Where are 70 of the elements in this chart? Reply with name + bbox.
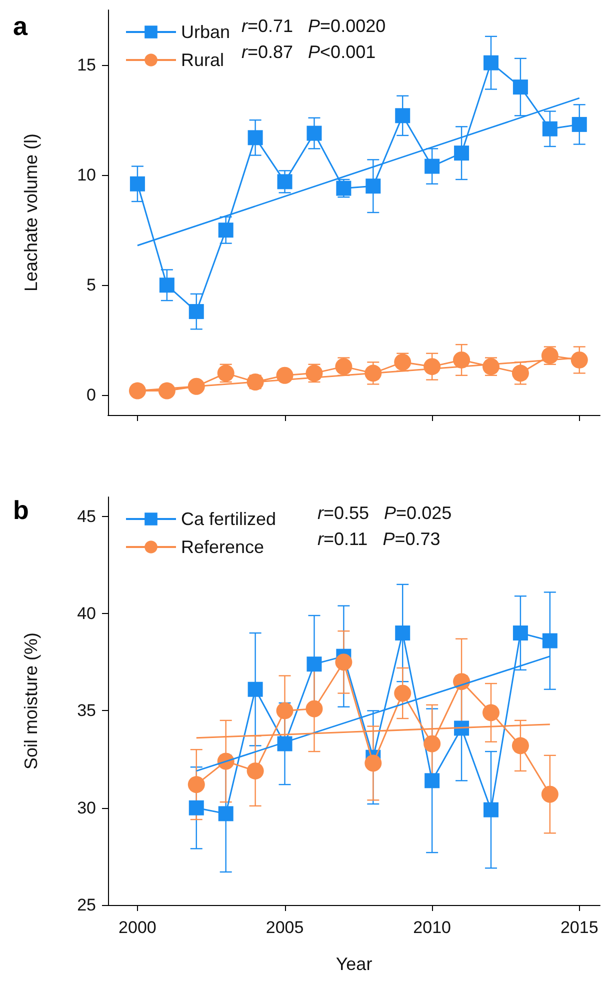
y-tick-label: 0	[86, 386, 96, 405]
point	[364, 754, 382, 772]
x-tick-label: 2000	[118, 918, 156, 937]
annotation: r=0.87 P<0.001	[242, 42, 376, 62]
y-axis-title: Leachate volume (l)	[21, 133, 41, 292]
point	[482, 704, 500, 722]
annotation: r=0.71 P=0.0020	[242, 16, 386, 36]
legend-label: Ca fertilized	[181, 509, 276, 529]
point	[277, 174, 292, 190]
point	[570, 351, 588, 368]
point	[158, 382, 176, 400]
point	[277, 736, 292, 752]
point	[454, 146, 470, 161]
point	[424, 735, 441, 752]
legend-label: Rural	[181, 50, 224, 70]
point	[159, 278, 174, 293]
point	[454, 720, 470, 736]
x-tick-label: 2015	[560, 918, 598, 937]
point	[276, 702, 294, 720]
point	[512, 626, 528, 640]
point	[483, 802, 498, 818]
point	[424, 158, 440, 174]
point	[218, 222, 234, 238]
point	[512, 737, 529, 754]
point	[130, 176, 145, 192]
point	[276, 366, 294, 384]
point	[128, 382, 146, 400]
point	[335, 654, 352, 671]
point	[512, 364, 529, 382]
annotation: r=0.55 P=0.025	[318, 503, 452, 523]
y-tick-label: 40	[77, 604, 96, 624]
point	[572, 116, 587, 132]
point	[366, 178, 381, 194]
point	[306, 700, 323, 718]
y-tick-label: 45	[77, 506, 96, 526]
legend-label: Urban	[181, 22, 230, 42]
y-tick-label: 15	[77, 56, 96, 75]
y-axis-title: Soil moisture (%)	[21, 632, 41, 770]
point	[395, 626, 410, 640]
point	[246, 762, 264, 780]
point	[248, 130, 263, 146]
point	[512, 80, 528, 95]
point	[248, 682, 263, 697]
point	[541, 786, 558, 803]
point	[188, 776, 205, 794]
point	[188, 800, 204, 816]
point	[306, 126, 322, 141]
point	[453, 351, 470, 368]
y-tick-label: 5	[86, 276, 96, 295]
chart-title: a	[13, 11, 28, 41]
point	[395, 108, 410, 124]
point	[483, 55, 498, 70]
point	[218, 806, 234, 822]
x-tick-label: 2010	[413, 918, 451, 937]
chart-title: b	[13, 495, 29, 525]
y-tick-label: 25	[77, 896, 96, 914]
point	[188, 378, 205, 395]
point	[542, 633, 558, 648]
y-tick-label: 10	[77, 166, 96, 185]
point	[424, 773, 440, 788]
x-axis-title: Year	[336, 954, 372, 974]
point	[394, 684, 412, 702]
point	[188, 304, 204, 320]
x-tick-label: 2005	[266, 918, 304, 937]
annotation: r=0.11 P=0.73	[318, 529, 440, 549]
point	[306, 656, 322, 672]
y-tick-label: 30	[77, 798, 96, 818]
y-tick-label: 35	[77, 701, 96, 720]
legend-label: Reference	[181, 537, 264, 557]
point	[542, 121, 558, 136]
